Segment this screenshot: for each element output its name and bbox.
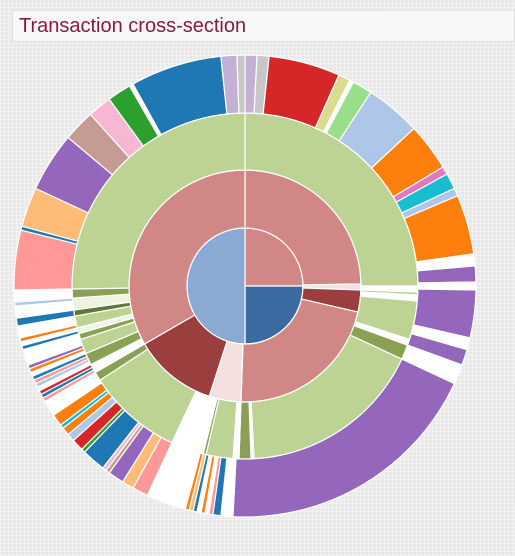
title-bar: Transaction cross-section <box>12 10 515 42</box>
chart-title: Transaction cross-section <box>19 15 247 37</box>
ring-4-segment-72[interactable] <box>236 54 246 114</box>
